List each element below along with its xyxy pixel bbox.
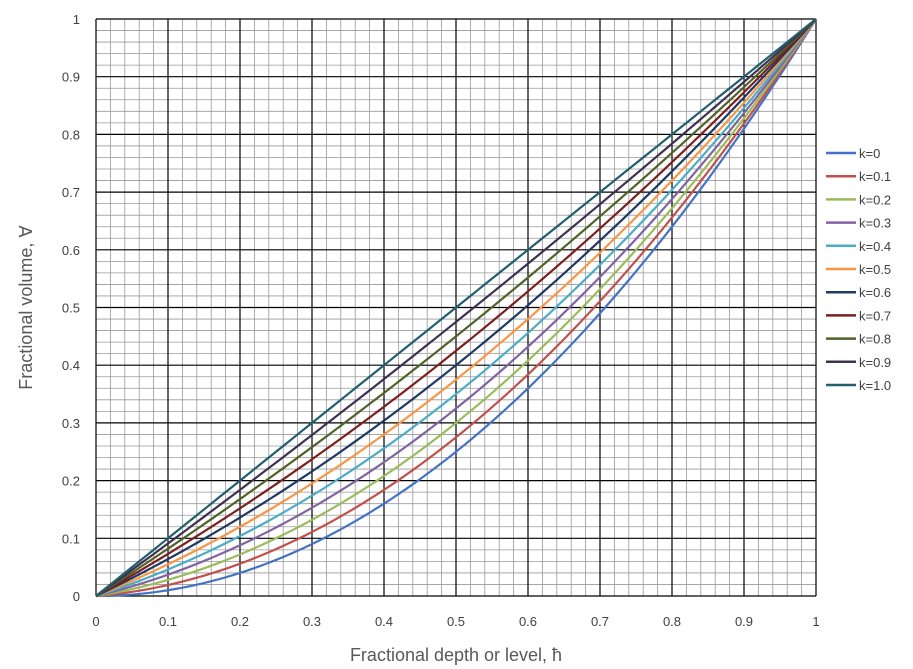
legend-label: k=0.1 [859, 169, 891, 184]
legend-label: k=0.4 [859, 239, 891, 254]
x-axis-title: Fractional depth or level, ħ [350, 645, 562, 665]
series-layer [95, 18, 817, 598]
legend-label: k=0.8 [859, 332, 891, 347]
x-tick-label: 1 [812, 614, 819, 629]
x-tick-label: 0 [92, 614, 99, 629]
y-tick-label: 1 [73, 12, 80, 27]
legend-label: k=1.0 [859, 378, 891, 393]
series-line-k-0-7 [95, 18, 817, 597]
series-line-k-0-2 [95, 18, 817, 598]
y-tick-label: 0.2 [62, 474, 80, 489]
legend-label: k=0.9 [859, 355, 891, 370]
y-tick-label: 0.1 [62, 531, 80, 546]
legend-label: k=0 [859, 146, 880, 161]
legend: k=0 k=0.1 k=0.2 k=0.3 k=0.4 k=0.5 k=0.6 k=0.7 k=… [826, 146, 891, 393]
x-tick-label: 0.8 [663, 614, 681, 629]
series-line-k-1-0 [95, 18, 817, 597]
x-tick-label: 0.5 [447, 614, 465, 629]
x-tick-label: 0.6 [519, 614, 537, 629]
y-tick-label: 0 [73, 589, 80, 604]
y-tick-label: 0.5 [62, 301, 80, 316]
y-tick-label: 0.8 [62, 127, 80, 142]
y-tick-label: 0.7 [62, 185, 80, 200]
major-grid [95, 18, 817, 597]
legend-label: k=0.2 [859, 192, 891, 207]
y-tick-label: 0.9 [62, 70, 80, 85]
series-line-k-0-6 [95, 18, 817, 597]
y-tick-labels: 0 0.1 0.2 0.3 0.4 0.5 0.6 0.7 0.8 0.9 1 [62, 12, 80, 604]
series-line-k-0 [95, 18, 817, 598]
y-tick-label: 0.4 [62, 358, 80, 373]
legend-label: k=0.7 [859, 308, 891, 323]
x-tick-label: 0.4 [375, 614, 393, 629]
series-line-k-0-1 [95, 18, 817, 598]
x-tick-label: 0.7 [591, 614, 609, 629]
series-line-k-0-5 [95, 18, 817, 598]
legend-label: k=0.5 [859, 262, 891, 277]
x-tick-label: 0.3 [303, 614, 321, 629]
x-tick-label: 0.1 [159, 614, 177, 629]
legend-label: k=0.3 [859, 216, 891, 231]
series-line-k-0-9 [95, 18, 817, 597]
y-tick-label: 0.6 [62, 243, 80, 258]
y-axis-title: Fractional volume, ∀ [16, 225, 36, 390]
series-line-k-0-4 [95, 18, 817, 598]
legend-label: k=0.6 [859, 285, 891, 300]
x-tick-label: 0.2 [231, 614, 249, 629]
x-tick-label: 0.9 [735, 614, 753, 629]
series-line-k-0-8 [95, 18, 817, 597]
series-line-k-0-3 [95, 18, 817, 598]
y-tick-label: 0.3 [62, 416, 80, 431]
x-tick-labels: 0 0.1 0.2 0.3 0.4 0.5 0.6 0.7 0.8 0.9 1 [92, 614, 819, 629]
